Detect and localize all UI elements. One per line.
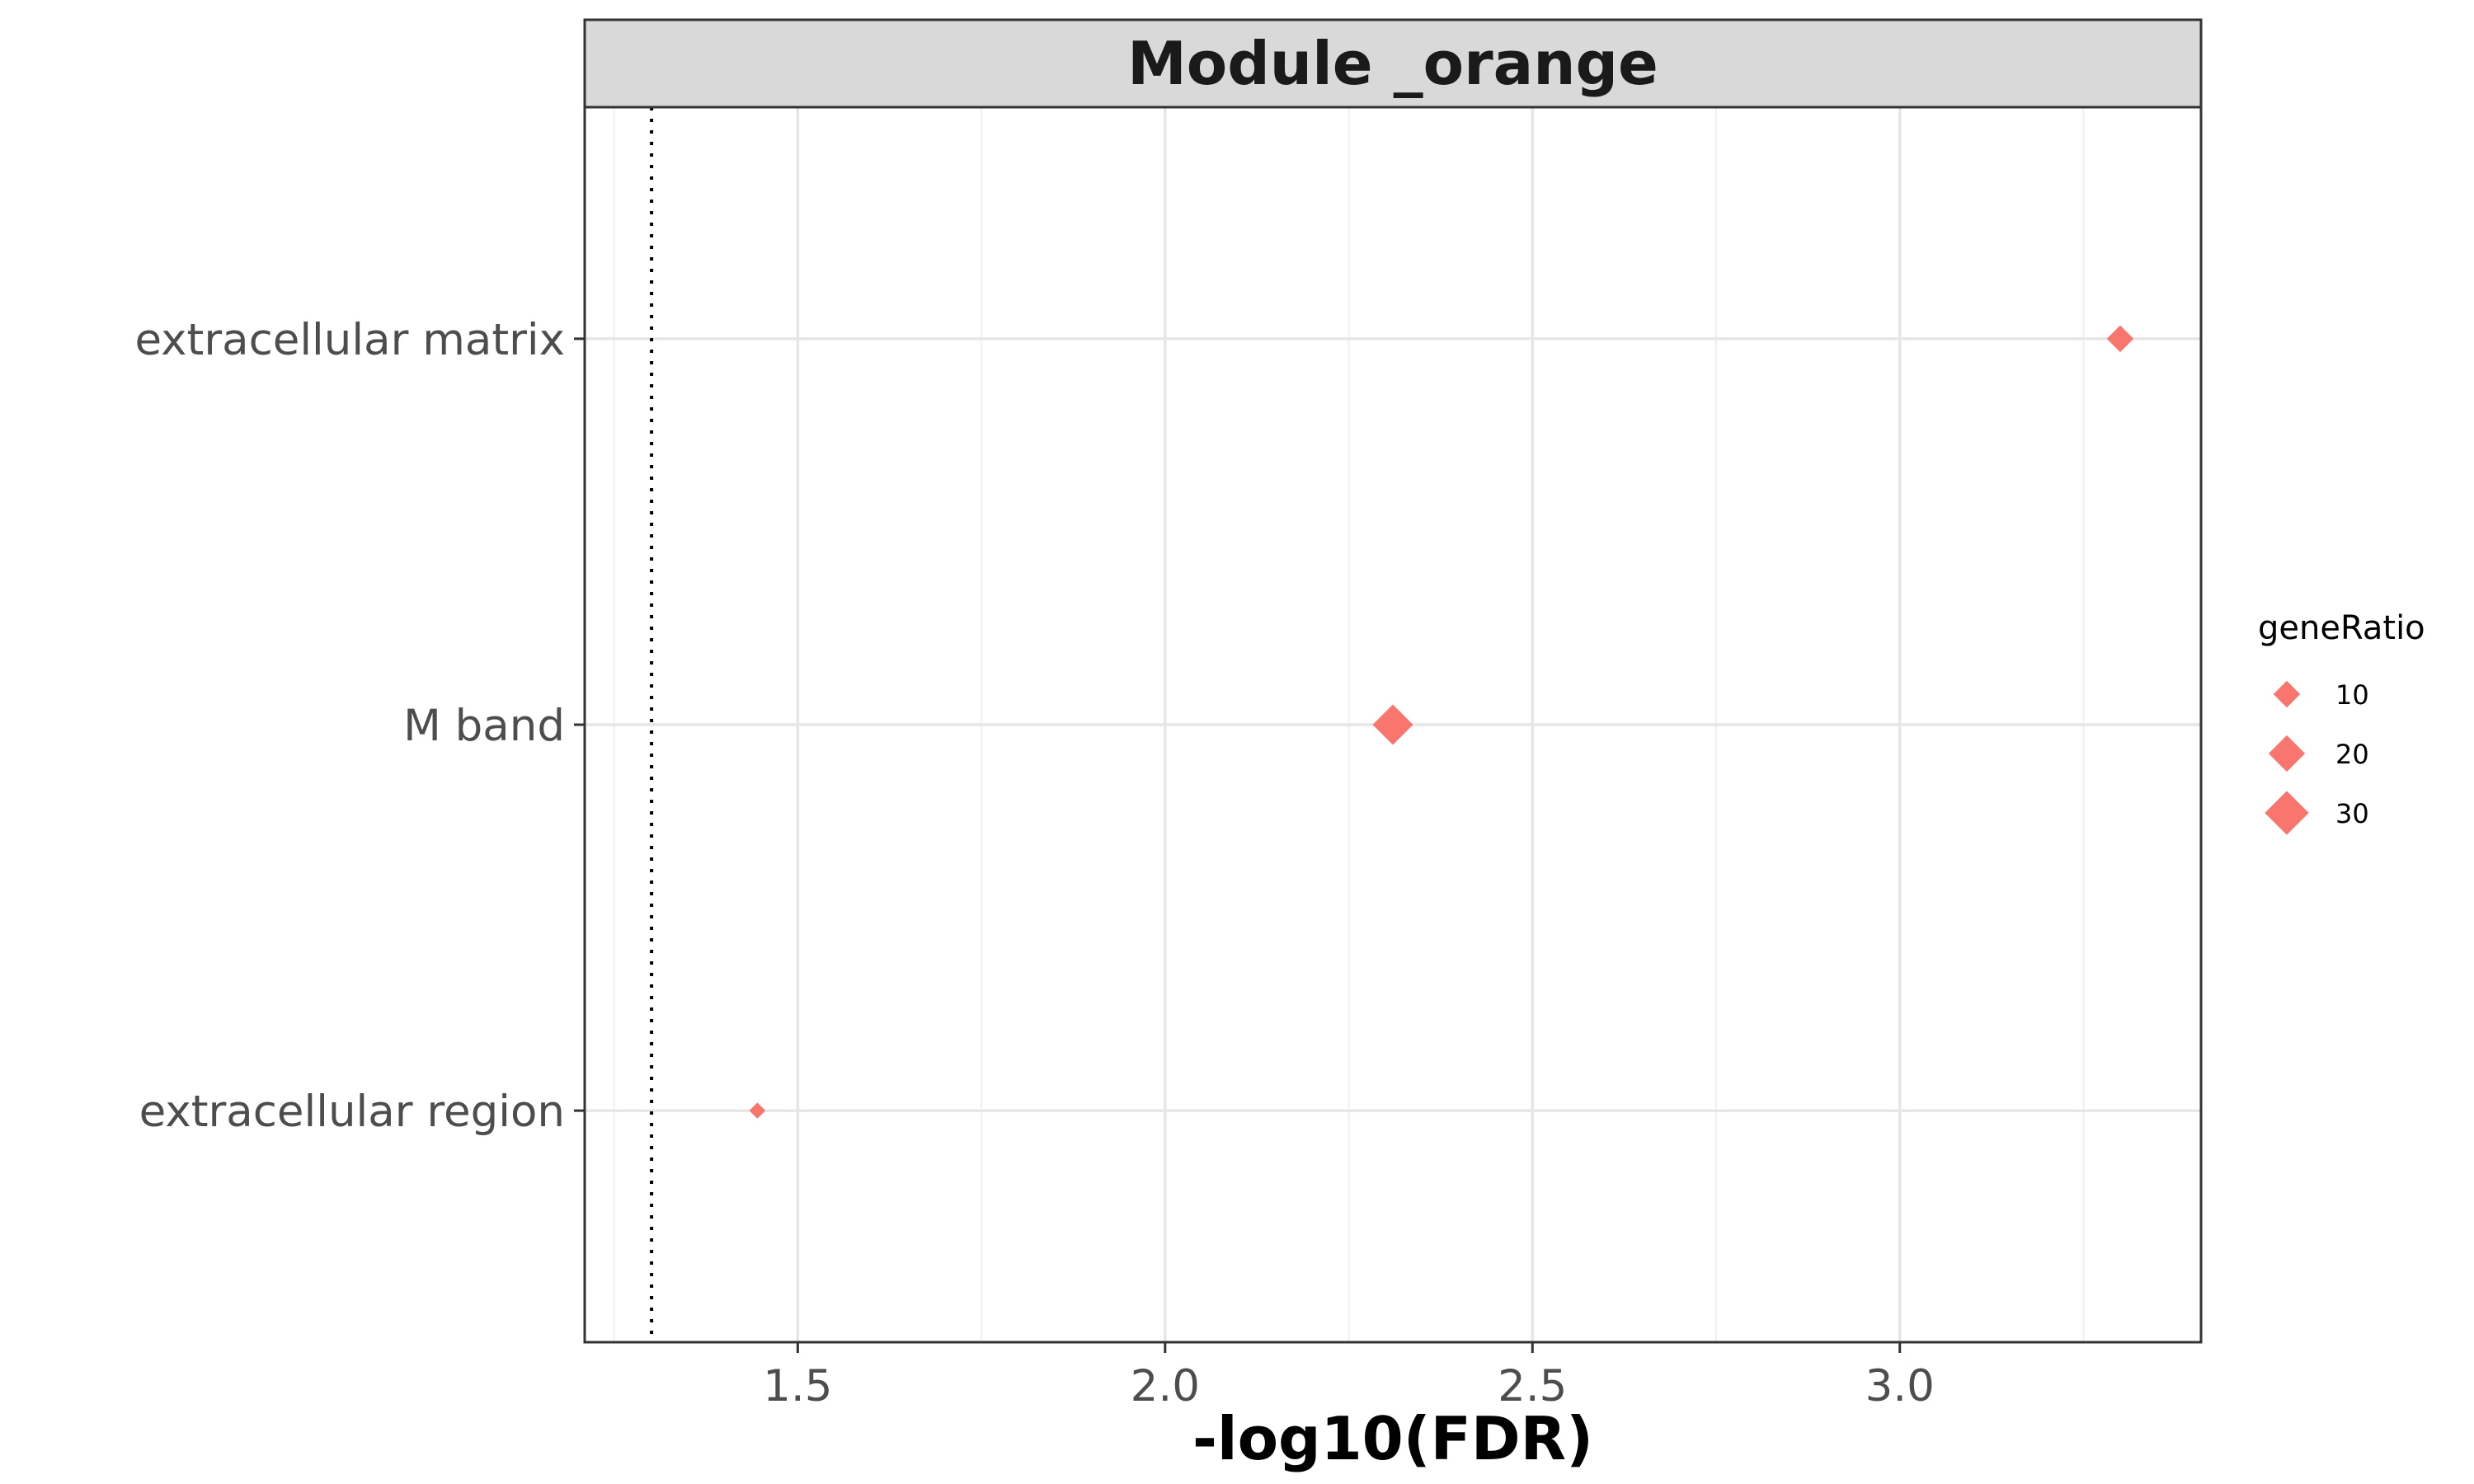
x-tick-label: 2.0 bbox=[1131, 1361, 1200, 1411]
x-tick-label: 1.5 bbox=[763, 1361, 832, 1411]
y-tick-label: M band bbox=[403, 701, 565, 751]
data-point bbox=[2106, 325, 2134, 353]
data-point bbox=[749, 1102, 766, 1119]
x-tick-label: 2.5 bbox=[1498, 1361, 1567, 1411]
legend-key bbox=[2265, 791, 2309, 835]
legend-title: geneRatio bbox=[2258, 609, 2425, 647]
chart-title: Module _orange bbox=[1127, 29, 1658, 98]
data-point bbox=[1372, 704, 1413, 745]
legend-label: 20 bbox=[2335, 739, 2369, 770]
legend-label: 10 bbox=[2335, 679, 2369, 711]
x-axis: 1.5 2.0 2.5 3.0 bbox=[763, 1342, 1935, 1411]
facet-strip bbox=[583, 18, 2203, 109]
y-axis: extracellular matrix M band extracellular … bbox=[135, 315, 585, 1137]
data-points bbox=[749, 325, 2134, 1119]
legend-key bbox=[2268, 735, 2306, 773]
legend-label: 30 bbox=[2335, 798, 2369, 829]
major-gridlines bbox=[585, 107, 2201, 1342]
x-tick-label: 3.0 bbox=[1865, 1361, 1935, 1411]
x-axis-label: -log10(FDR) bbox=[1192, 1404, 1593, 1473]
legend: geneRatio 10 20 30 bbox=[2258, 609, 2425, 835]
legend-key bbox=[2273, 680, 2301, 708]
y-tick-label: extracellular matrix bbox=[135, 315, 566, 365]
y-tick-label: extracellular region bbox=[139, 1087, 565, 1137]
